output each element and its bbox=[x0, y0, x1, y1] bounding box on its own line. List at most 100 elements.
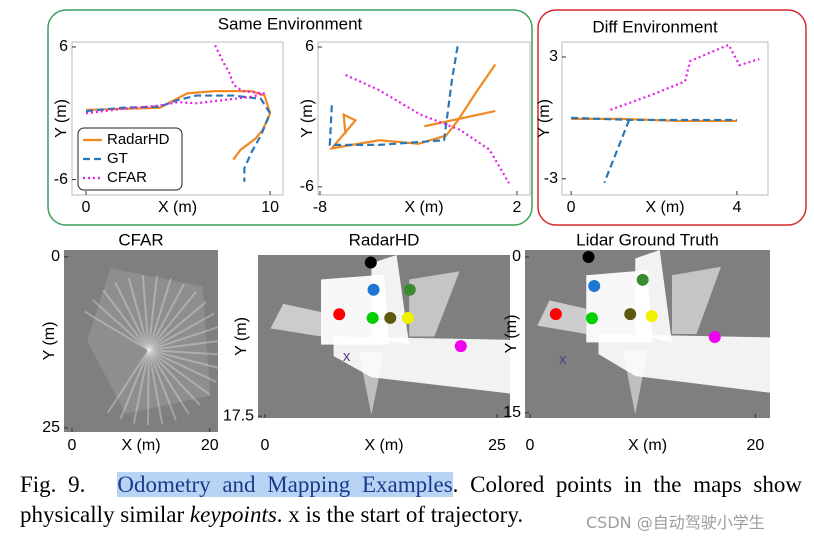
start-marker: x bbox=[343, 348, 351, 365]
map-texture bbox=[148, 349, 222, 370]
map-texture bbox=[537, 300, 587, 334]
y-axis-label: Y (m) bbox=[53, 99, 70, 138]
keypoint bbox=[366, 311, 379, 324]
trajectory bbox=[329, 63, 497, 150]
watermark: CSDN @自动驾驶小学生 bbox=[586, 513, 765, 532]
keypoint bbox=[384, 311, 397, 324]
group-frame bbox=[47, 9, 533, 226]
caption-text: . Colored points in the maps show physic… bbox=[20, 472, 802, 527]
keypoint bbox=[403, 283, 416, 296]
keypoint bbox=[364, 256, 377, 269]
x-axis-label: X (m) bbox=[121, 437, 160, 454]
map-texture bbox=[672, 266, 721, 334]
y-tick-label: -6 bbox=[300, 178, 314, 195]
x-axis-label: X (m) bbox=[404, 199, 443, 216]
chart-title: RadarHD bbox=[349, 230, 420, 249]
plot-area bbox=[317, 41, 531, 196]
caption-text: . x is the start of trajectory. bbox=[276, 502, 524, 527]
group-frame bbox=[537, 9, 807, 226]
keypoint bbox=[645, 310, 658, 323]
map-texture bbox=[106, 349, 150, 414]
x-tick-label: 0 bbox=[82, 199, 91, 216]
y-tick-label: 15 bbox=[503, 404, 521, 421]
map-texture bbox=[371, 255, 410, 345]
trajectory bbox=[85, 94, 272, 182]
y-axis-label: Y (m) bbox=[41, 322, 58, 361]
map-texture bbox=[148, 325, 221, 352]
x-axis-label: X (m) bbox=[645, 199, 684, 216]
map-texture bbox=[623, 350, 648, 415]
map-texture bbox=[147, 350, 150, 426]
x-tick-label: 0 bbox=[567, 199, 576, 216]
keypoint bbox=[367, 283, 380, 296]
map-texture bbox=[119, 349, 150, 420]
keypoint bbox=[454, 340, 467, 353]
keypoint bbox=[333, 308, 346, 321]
map-texture bbox=[147, 283, 185, 351]
map-texture bbox=[147, 278, 172, 351]
x-tick-label: 20 bbox=[746, 437, 764, 454]
map-texture bbox=[148, 349, 224, 356]
y-axis-label: Y (m) bbox=[233, 317, 250, 356]
legend-label: RadarHD bbox=[107, 131, 170, 148]
x-tick-label: 0 bbox=[68, 437, 77, 454]
map-texture bbox=[409, 271, 460, 337]
map-texture bbox=[102, 289, 150, 351]
map-texture bbox=[147, 349, 177, 421]
map-texture bbox=[83, 310, 150, 351]
map-texture bbox=[598, 334, 770, 393]
start-marker: x bbox=[559, 351, 567, 368]
map-texture bbox=[147, 349, 164, 425]
x-axis-label: X (m) bbox=[364, 437, 403, 454]
keypoint bbox=[585, 312, 598, 325]
keypoint bbox=[636, 273, 649, 286]
legend-label: GT bbox=[107, 150, 128, 167]
map-texture bbox=[147, 275, 158, 351]
y-tick-label: 6 bbox=[305, 38, 314, 55]
y-tick-label: 6 bbox=[59, 38, 68, 55]
map-texture bbox=[148, 312, 215, 351]
map-texture bbox=[148, 349, 210, 396]
y-tick-label: 25 bbox=[42, 419, 60, 436]
y-tick-label: 0 bbox=[512, 248, 521, 265]
map-texture bbox=[148, 349, 217, 383]
map-texture bbox=[148, 301, 207, 351]
group-title: Diff Environment bbox=[592, 17, 718, 36]
x-tick-label: -8 bbox=[313, 199, 327, 216]
legend-box bbox=[77, 127, 183, 191]
keypoint bbox=[708, 330, 721, 343]
map-texture bbox=[92, 299, 150, 351]
x-axis-label: X (m) bbox=[628, 437, 667, 454]
keypoint bbox=[624, 308, 637, 321]
map-texture bbox=[333, 336, 510, 394]
map-texture bbox=[358, 352, 384, 415]
y-tick-label: -3 bbox=[544, 170, 558, 187]
x-tick-label: 25 bbox=[488, 437, 506, 454]
trajectory bbox=[610, 43, 760, 111]
keypoint bbox=[582, 250, 595, 263]
map-texture bbox=[132, 349, 150, 424]
chart-title: Lidar Ground Truth bbox=[576, 230, 719, 249]
x-tick-label: 10 bbox=[261, 199, 279, 216]
x-tick-label: 2 bbox=[513, 199, 522, 216]
y-tick-label: -6 bbox=[54, 171, 68, 188]
legend-label: CFAR bbox=[107, 169, 147, 186]
map-texture bbox=[114, 282, 150, 351]
keypoint bbox=[588, 280, 601, 293]
y-tick-label: 0 bbox=[51, 248, 60, 265]
y-axis-label: Y (m) bbox=[299, 99, 316, 138]
x-tick-label: 0 bbox=[261, 437, 270, 454]
map-background bbox=[64, 250, 218, 432]
map-texture bbox=[147, 349, 201, 406]
map-texture bbox=[270, 303, 321, 337]
chart-title: CFAR bbox=[118, 230, 163, 249]
x-axis-label: X (m) bbox=[158, 199, 197, 216]
y-tick-label: 17.5 bbox=[223, 407, 254, 424]
map-texture bbox=[148, 339, 224, 352]
x-tick-label: 20 bbox=[201, 437, 219, 454]
trajectory bbox=[85, 44, 265, 115]
x-tick-label: 4 bbox=[732, 199, 741, 216]
map-texture bbox=[87, 268, 211, 414]
